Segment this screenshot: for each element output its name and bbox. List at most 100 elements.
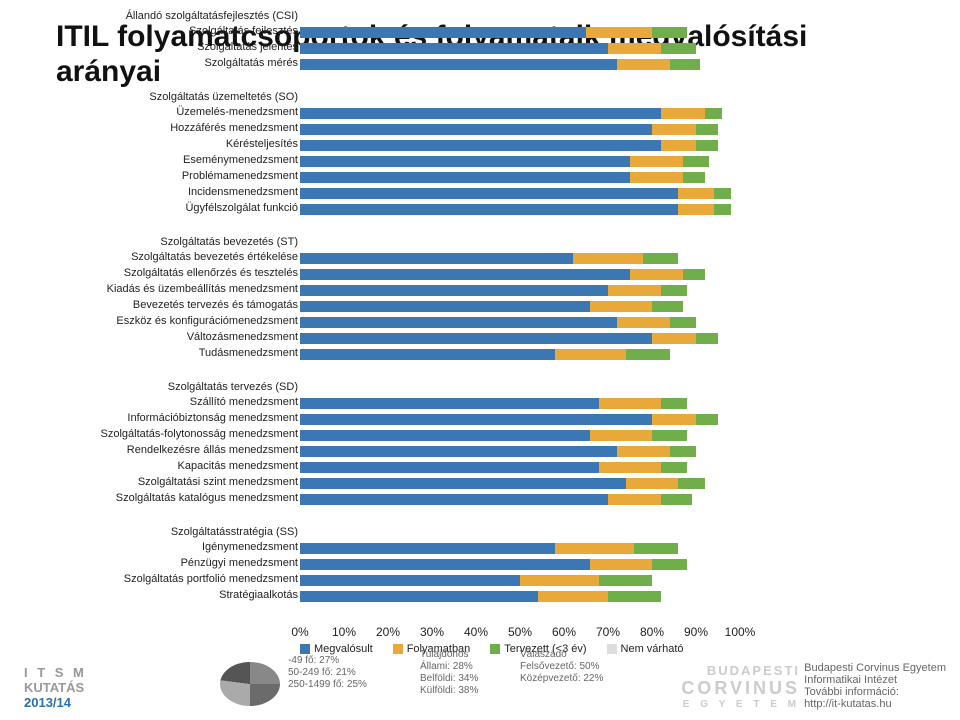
bar-segment	[617, 317, 670, 328]
bar-segment	[300, 204, 678, 215]
x-tick: 10%	[332, 625, 356, 639]
bar-row	[300, 541, 740, 556]
bar-segment	[617, 59, 670, 70]
bar-segment	[634, 543, 678, 554]
x-tick: 40%	[464, 625, 488, 639]
bar-segment	[573, 253, 643, 264]
item-label: Hozzáférés menedzsment	[8, 122, 298, 134]
item-label: Eseménymenedzsment	[8, 154, 298, 166]
bar-segment	[538, 591, 608, 602]
bar-segment	[714, 204, 732, 215]
item-label: Szolgáltatás mérés	[8, 57, 298, 69]
footer-pie-icon	[220, 662, 280, 706]
bar-segment	[300, 559, 590, 570]
item-label: Szolgáltatás-folytonosság menedzsment	[8, 428, 298, 440]
bar-segment	[555, 543, 634, 554]
mini-text: Belföldi: 34%	[420, 673, 478, 684]
bar-segment	[630, 172, 683, 183]
legend-swatch	[393, 644, 403, 654]
footer-line1: I T S M	[24, 665, 87, 680]
bar-row	[300, 573, 740, 588]
item-label: Tudásmenedzsment	[8, 347, 298, 359]
bar-segment	[300, 43, 608, 54]
footer-info: Budapesti Corvinus Egyetem Informatikai …	[804, 662, 946, 710]
x-tick: 90%	[684, 625, 708, 639]
bar-row	[300, 170, 740, 185]
footer-brand: I T S M KUTATÁS 2013/14	[24, 665, 87, 710]
item-label: Szolgáltatás portfolió menedzsment	[8, 573, 298, 585]
footer-r4: http://it-kutatas.hu	[804, 698, 946, 710]
legend-swatch	[607, 644, 617, 654]
mini-text: Állami: 28%	[420, 661, 473, 672]
bar-row	[300, 476, 740, 491]
item-label: Szolgáltatás fejlesztés	[8, 25, 298, 37]
bar-segment	[300, 349, 555, 360]
item-label: Szolgáltatás katalógus menedzsment	[8, 492, 298, 504]
bar-segment	[670, 446, 696, 457]
bar-segment	[300, 575, 520, 586]
mini-text: Felsővezető: 50%	[520, 661, 600, 672]
bar-segment	[300, 462, 599, 473]
bar-segment	[652, 124, 696, 135]
bar-segment	[661, 108, 705, 119]
item-label: Üzemelés-menedzsment	[8, 106, 298, 118]
item-label: Incidensmenedzsment	[8, 186, 298, 198]
bar-segment	[652, 430, 687, 441]
bar-row	[300, 25, 740, 40]
bar-row	[300, 492, 740, 507]
item-label: Bevezetés tervezés és támogatás	[8, 299, 298, 311]
item-label: Stratégiaalkotás	[8, 589, 298, 601]
bar-segment	[630, 269, 683, 280]
bar-segment	[590, 430, 652, 441]
bar-row	[300, 251, 740, 266]
group-label: Szolgáltatás üzemeltetés (SO)	[8, 91, 298, 103]
x-tick: 80%	[640, 625, 664, 639]
bar-segment	[696, 124, 718, 135]
bar-segment	[590, 559, 652, 570]
bar-row	[300, 460, 740, 475]
bar-segment	[300, 188, 678, 199]
bar-segment	[300, 478, 626, 489]
bar-segment	[670, 59, 701, 70]
bar-row	[300, 315, 740, 330]
item-label: Ügyfélszolgálat funkció	[8, 202, 298, 214]
mini-text: 50-249 fő: 21%	[288, 667, 356, 678]
bar-segment	[661, 140, 696, 151]
x-tick: 50%	[508, 625, 532, 639]
bar-segment	[300, 124, 652, 135]
bar-segment	[643, 253, 678, 264]
bar-segment	[652, 333, 696, 344]
item-label: Információbiztonság menedzsment	[8, 412, 298, 424]
bar-segment	[300, 140, 661, 151]
bar-segment	[608, 285, 661, 296]
mini-text: Külföldi: 38%	[420, 685, 478, 696]
bar-row	[300, 557, 740, 572]
bar-segment	[300, 430, 590, 441]
bar-row	[300, 283, 740, 298]
bar-segment	[599, 575, 652, 586]
bar-segment	[300, 301, 590, 312]
mini-text: 250-1499 fő: 25%	[288, 679, 367, 690]
bar-segment	[599, 398, 661, 409]
bar-segment	[661, 43, 696, 54]
bar-segment	[652, 414, 696, 425]
legend-label: Nem várható	[621, 643, 684, 655]
item-label: Szolgáltatás ellenőrzés és tesztelés	[8, 267, 298, 279]
corvinus-logo: BUDAPESTI CORVINUS E G Y E T E M	[681, 663, 800, 710]
x-tick: 100%	[725, 625, 756, 639]
item-label: Kérésteljesítés	[8, 138, 298, 150]
mini-text: -49 fő: 27%	[288, 655, 339, 666]
item-label: Szolgáltatás bevezetés értékelése	[8, 251, 298, 263]
x-tick: 0%	[291, 625, 308, 639]
bar-segment	[300, 543, 555, 554]
row-labels-column: Állandó szolgáltatásfejlesztés (CSI)Szol…	[0, 10, 300, 623]
group-label: Szolgáltatás bevezetés (ST)	[8, 236, 298, 248]
x-tick: 70%	[596, 625, 620, 639]
bar-segment	[683, 156, 709, 167]
bar-segment	[626, 349, 670, 360]
item-label: Problémamenedzsment	[8, 170, 298, 182]
item-label: Szolgáltatási szint menedzsment	[8, 476, 298, 488]
bar-segment	[714, 188, 732, 199]
legend-label: Megvalósult	[314, 643, 373, 655]
bar-segment	[661, 285, 687, 296]
